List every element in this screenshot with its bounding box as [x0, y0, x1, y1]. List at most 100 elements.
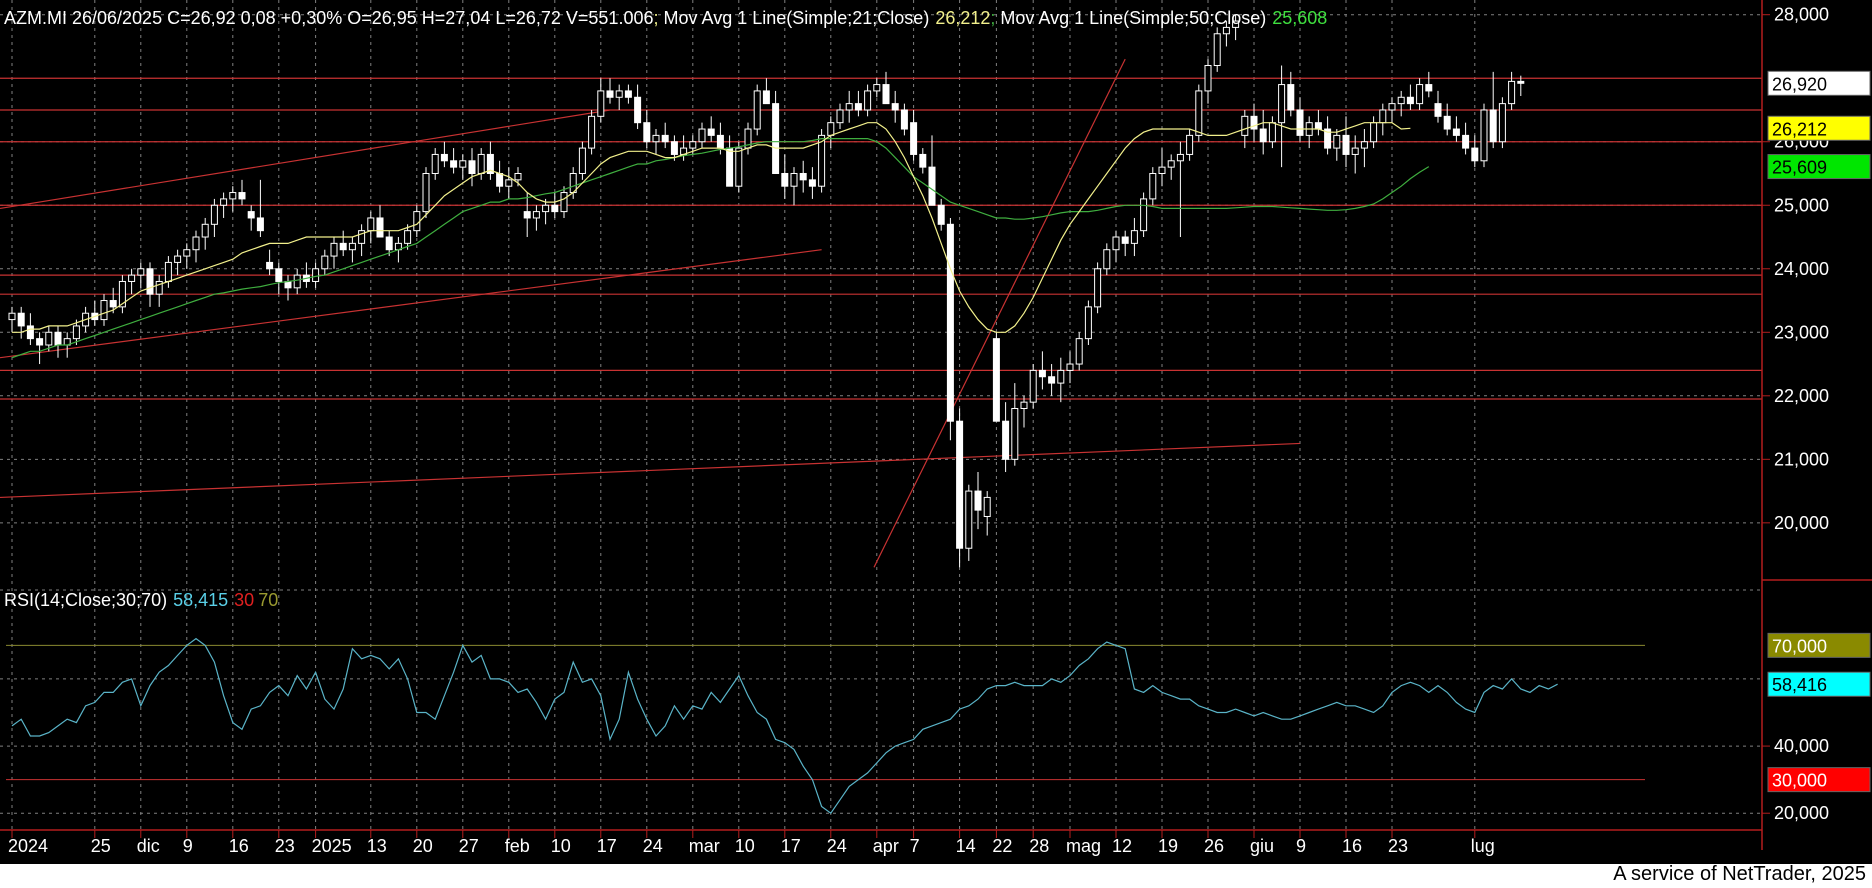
symbol-info: AZM.MI 26/06/2025 C=26,92 0,08 +0,30% O=… [4, 8, 654, 28]
candle-body-down [523, 211, 531, 219]
trend-line [0, 109, 611, 210]
candle-body-down [1048, 376, 1056, 384]
candle-body-up [118, 280, 126, 308]
candle-body-up [45, 331, 53, 346]
candle-body-down [634, 96, 642, 124]
candle-body-up [1084, 306, 1092, 340]
candle-body-up [578, 147, 586, 174]
price-tick-label: 21,000 [1774, 449, 1829, 469]
candle-body-up [689, 141, 697, 149]
candle-body-down [624, 90, 632, 98]
candle-body-down [275, 268, 283, 282]
x-tick-label: 20 [413, 836, 433, 856]
y-axis-labels: 28,00026,00025,00024,00023,00022,00021,0… [1762, 5, 1871, 823]
candle-body-up [588, 115, 596, 149]
candle-body-up [1333, 134, 1341, 149]
candle-body-up [1066, 363, 1074, 371]
candle-body-up [1186, 134, 1194, 155]
candle-body-up [1011, 408, 1019, 460]
candle-body-up [192, 236, 200, 251]
candle-body-down [496, 172, 504, 187]
candle-body-down [450, 160, 458, 168]
x-tick-label: 13 [367, 836, 387, 856]
ma50-line [11, 138, 1430, 359]
footer-credit: A service of NetTrader, 2025 [1613, 863, 1866, 885]
candle-body-up [1360, 141, 1368, 149]
ma50-axis-label-text: 25,609 [1772, 158, 1827, 178]
rsi-lower-axis-label-box [1767, 767, 1871, 793]
trend-line [0, 249, 822, 359]
header-sep-1: ; [654, 8, 659, 28]
candle-body-up [321, 255, 329, 270]
price-tick-label: 23,000 [1774, 322, 1829, 342]
candle-body-up [836, 109, 844, 124]
candle-body-up [1498, 103, 1506, 143]
x-tick-label: giu [1250, 836, 1274, 856]
candle-body-down [707, 128, 715, 136]
candle-body-up [128, 274, 136, 282]
candle-body-up [367, 217, 375, 232]
x-tick-label: mag [1066, 836, 1101, 856]
candle-body-down [238, 192, 246, 200]
candle-body-up [210, 204, 218, 225]
x-tick-label: 25 [91, 836, 111, 856]
candle-body-down [1250, 115, 1258, 130]
candle-body-up [1508, 80, 1516, 105]
candle-body-up [1351, 147, 1359, 155]
candle-body-up [1222, 26, 1230, 35]
candle-body-down [762, 90, 770, 105]
candle-body-up [1370, 122, 1378, 143]
candle-body-down [468, 160, 476, 174]
candle-body-down [1287, 84, 1295, 111]
ma50-value: 25,608 [1272, 8, 1327, 28]
candle-body-up [873, 84, 881, 92]
x-tick-label: dic [137, 836, 160, 856]
ma21-axis-label-box [1767, 115, 1871, 141]
candle-body-down [919, 153, 927, 168]
candle-body-up [1195, 90, 1203, 136]
trend-line [873, 58, 1126, 568]
x-tick-label: 16 [1342, 836, 1362, 856]
candle-body-down [606, 90, 614, 98]
candle-body-up [864, 90, 872, 111]
candle-body-down [1462, 134, 1470, 149]
candle-body-down [1324, 128, 1332, 149]
candle-body-up [413, 211, 421, 232]
candle-body-up [431, 153, 439, 174]
candle-body-down [910, 122, 918, 155]
candle-body-down [946, 223, 954, 422]
candle-body-down [781, 172, 789, 187]
candle-body-down [1471, 147, 1479, 162]
ma21-line [12, 122, 1411, 333]
candle-body-up [293, 274, 301, 289]
candle-body-up [459, 160, 467, 168]
trend-line [0, 442, 1301, 499]
candle-body-down [1342, 134, 1350, 155]
rsi-value-axis-label-box [1767, 671, 1871, 697]
candle-body-down [799, 172, 807, 181]
rsi-upper-axis-label-box [1767, 632, 1871, 658]
rsi-value-axis-label-text: 58,416 [1772, 675, 1827, 695]
candle-body-up [698, 128, 706, 143]
candle-body-down [992, 338, 1000, 422]
candle-body-down [1121, 236, 1129, 244]
candle-body-up [312, 268, 320, 282]
candle-body-up [1480, 109, 1488, 162]
candle-body-up [477, 153, 485, 174]
x-tick-label: 26 [1204, 836, 1224, 856]
x-tick-label: 19 [1158, 836, 1178, 856]
x-tick-label: 27 [459, 836, 479, 856]
x-tick-label: 2025 [312, 836, 352, 856]
candle-body-down [247, 211, 255, 219]
candle-body-down [1406, 96, 1414, 105]
footer-bar [0, 864, 1872, 888]
candle-body-up [818, 134, 826, 187]
candle-body-down [716, 134, 724, 149]
x-axis-labels: 2024 25 dic 9 16 23 2025 13 20 27 feb 10 17 24 mar 10 17… [8, 830, 1495, 856]
candle-body-up [1057, 369, 1065, 384]
candle-body-down [339, 242, 347, 251]
candle-body-up [532, 211, 540, 219]
candle-body-down [284, 280, 292, 289]
candlestick-series [8, 14, 1525, 568]
